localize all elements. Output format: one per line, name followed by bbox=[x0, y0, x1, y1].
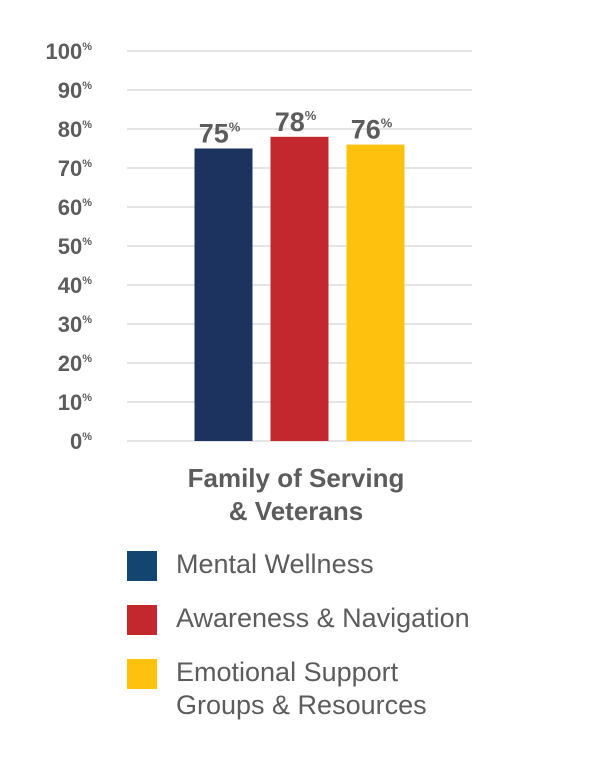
category-label-line-2: & Veterans bbox=[228, 496, 364, 526]
y-tick-label-60: 60% bbox=[58, 195, 92, 220]
legend-item-awareness-navigation: Awareness & Navigation bbox=[127, 602, 577, 635]
y-tick-label-90: 90% bbox=[58, 78, 92, 103]
y-tick-label-30: 30% bbox=[58, 312, 92, 337]
plot-area: 0% 10% 20% 30% 40% 50% 60% 70% 80% 90% 100% 75% 78% 7… bbox=[46, 39, 472, 454]
legend-label-awareness-navigation: Awareness & Navigation bbox=[176, 603, 470, 633]
bar-0 bbox=[194, 148, 253, 441]
category-label-line-1: Family of Serving bbox=[187, 463, 405, 493]
y-tick-label-40: 40% bbox=[58, 273, 92, 298]
legend-swatch-mental-wellness bbox=[127, 551, 157, 581]
y-tick-label-0: 0% bbox=[70, 429, 92, 454]
legend: Mental Wellness Awareness & Navigation E… bbox=[127, 548, 577, 743]
y-tick-label-10: 10% bbox=[58, 390, 92, 415]
bar-2 bbox=[346, 144, 405, 441]
data-label-0: 75% bbox=[199, 119, 241, 149]
y-tick-label-80: 80% bbox=[58, 117, 92, 142]
legend-label-emotional-support-line-1: Emotional Support bbox=[176, 657, 399, 687]
legend-label-mental-wellness: Mental Wellness bbox=[176, 549, 374, 579]
y-tick-label-100: 100% bbox=[46, 39, 93, 64]
legend-label-emotional-support-line-2: Groups & Resources bbox=[176, 690, 427, 720]
bar-1 bbox=[270, 136, 329, 442]
y-tick-label-50: 50% bbox=[58, 234, 92, 259]
data-label-1: 78% bbox=[275, 107, 317, 137]
data-label-2: 76% bbox=[351, 115, 393, 145]
legend-item-emotional-support: Emotional Support Groups & Resources bbox=[127, 656, 577, 722]
legend-swatch-awareness-navigation bbox=[127, 605, 157, 635]
y-tick-label-20: 20% bbox=[58, 351, 92, 376]
legend-item-mental-wellness: Mental Wellness bbox=[127, 548, 577, 581]
x-category-label: Family of Serving & Veterans bbox=[120, 462, 472, 528]
y-tick-label-70: 70% bbox=[58, 156, 92, 181]
legend-swatch-emotional-support bbox=[127, 659, 157, 689]
